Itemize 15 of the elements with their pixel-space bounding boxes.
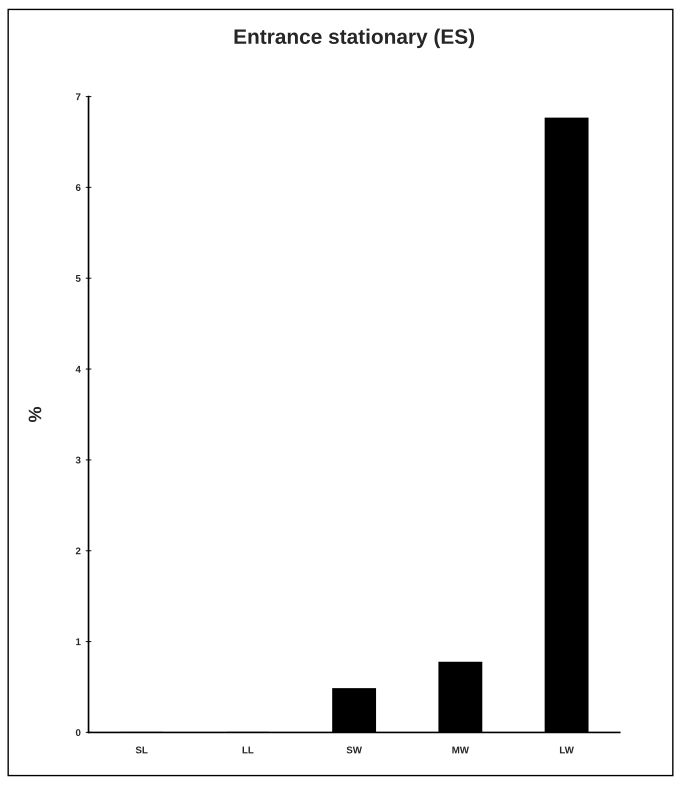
- x-tick-label: LL: [242, 746, 254, 754]
- y-tick-label: 1: [76, 638, 81, 646]
- y-tick-label: 2: [76, 547, 80, 554]
- x-tick-label: LW: [560, 746, 574, 754]
- y-tick-label: 5: [76, 275, 81, 282]
- y-tick-label: 7: [76, 93, 80, 100]
- x-tick-label: SL: [136, 746, 148, 754]
- y-tick-label: 0: [76, 729, 80, 736]
- x-tick-label: MW: [452, 746, 469, 754]
- x-tick-label: SW: [346, 746, 362, 754]
- y-tick-label: 4: [76, 366, 81, 373]
- y-axis-title: %: [28, 406, 42, 422]
- y-tick-label: 3: [76, 456, 81, 464]
- y-tick-label: 6: [76, 184, 81, 192]
- chart-title: Entrance stationary (ES): [234, 28, 474, 48]
